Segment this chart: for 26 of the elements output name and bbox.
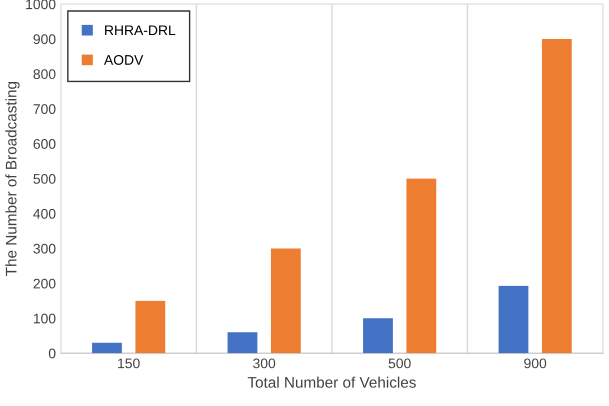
bar	[406, 178, 436, 354]
y-tick-label: 700	[34, 104, 56, 114]
y-axis-title: The Number of Broadcasting	[5, 82, 20, 276]
bar	[498, 286, 528, 354]
y-tick-label: 300	[33, 244, 56, 254]
y-tick-label: 600	[34, 139, 56, 149]
bar	[92, 342, 122, 354]
bar	[135, 300, 166, 354]
x-tick-label: 300	[253, 358, 276, 368]
x-axis-title: Total Number of Vehicles	[248, 376, 416, 388]
bar	[228, 332, 258, 354]
bar	[542, 38, 572, 354]
y-tick-label: 200	[34, 278, 56, 289]
y-tick-label: 500	[33, 174, 56, 184]
x-tick-label: 500	[388, 358, 411, 368]
x-tick-label: 900	[524, 358, 546, 368]
legend-label: RHRA-DRL	[105, 25, 176, 36]
x-tick-label: 150	[118, 358, 140, 368]
y-tick-label: 100	[34, 314, 56, 324]
bar	[363, 318, 393, 354]
y-tick-label: 800	[33, 69, 56, 80]
y-tick-label: 900	[34, 34, 56, 44]
bar	[270, 248, 301, 354]
legend-label: AODV	[104, 55, 144, 65]
y-tick-label: 400	[33, 208, 56, 219]
y-tick-label: 0	[48, 348, 56, 358]
